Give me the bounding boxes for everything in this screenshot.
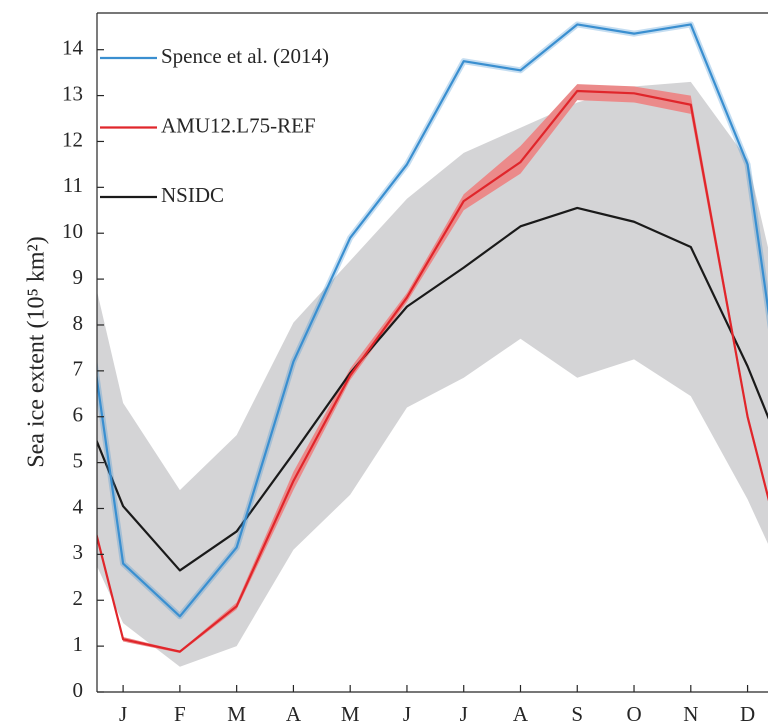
legend-label: Spence et al. (2014) (161, 44, 329, 68)
y-axis-label: Sea ice extent (10⁵ km²) (24, 236, 50, 467)
x-tick-label: S (571, 702, 583, 726)
x-tick-label: M (227, 702, 246, 726)
y-tick-label: 14 (62, 36, 84, 60)
y-tick-label: 11 (63, 173, 83, 197)
legend-label: NSIDC (161, 183, 224, 207)
y-tick-label: 7 (73, 357, 84, 381)
y-tick-label: 9 (73, 265, 84, 289)
x-tick-label: A (513, 702, 529, 726)
band (97, 81, 768, 667)
line (97, 23, 768, 618)
y-tick-label: 8 (73, 311, 84, 335)
y-tick-label: 12 (62, 127, 83, 151)
x-tick-label: D (740, 702, 755, 726)
y-tick-label: 13 (62, 81, 83, 105)
legend-label: AMU12.L75-REF (161, 113, 316, 137)
y-tick-label: 4 (73, 494, 84, 518)
x-tick-label: J (119, 702, 127, 726)
x-tick-label: M (341, 702, 360, 726)
y-tick-label: 0 (73, 678, 84, 702)
y-tick-label: 5 (73, 448, 84, 472)
y-tick-label: 3 (73, 540, 84, 564)
x-tick-label: A (286, 702, 302, 726)
x-tick-label: N (683, 702, 698, 726)
y-tick-label: 10 (62, 219, 83, 243)
y-tick-label: 1 (73, 632, 84, 656)
line (97, 89, 768, 653)
y-tick-label: 6 (73, 403, 84, 427)
line (97, 206, 768, 572)
plot-area (97, 21, 768, 667)
x-tick-label: J (403, 702, 411, 726)
x-tick-label: F (174, 702, 186, 726)
y-tick-label: 2 (73, 586, 84, 610)
x-tick-label: J (460, 702, 468, 726)
x-tick-label: O (626, 702, 641, 726)
